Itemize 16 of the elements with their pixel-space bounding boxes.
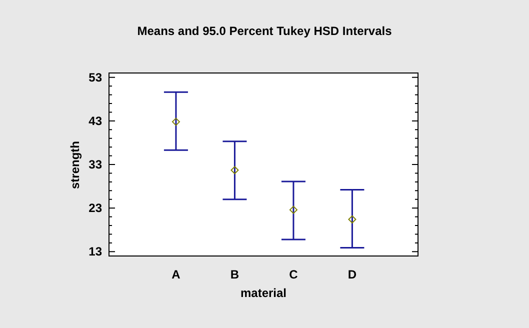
point xyxy=(230,166,239,174)
y-tick-label: 43 xyxy=(88,114,102,128)
y-tick-label: 13 xyxy=(88,244,102,259)
point xyxy=(172,118,180,126)
x-tick-label: B xyxy=(230,268,240,282)
point xyxy=(348,215,356,224)
y-tick-label: 53 xyxy=(88,70,102,84)
x-axis-title: material xyxy=(239,286,288,300)
x-tick-label: A xyxy=(172,268,181,282)
point xyxy=(289,206,298,214)
chart-title: Means and 95.0 Percent Tukey HSD Intervals xyxy=(136,24,393,38)
y-axis-title: strength xyxy=(68,140,82,188)
y-tick-label: 33 xyxy=(88,158,102,172)
x-tick-label: C xyxy=(289,268,298,282)
y-tick-label: 23 xyxy=(88,201,102,216)
x-tick-label: D xyxy=(348,268,357,282)
